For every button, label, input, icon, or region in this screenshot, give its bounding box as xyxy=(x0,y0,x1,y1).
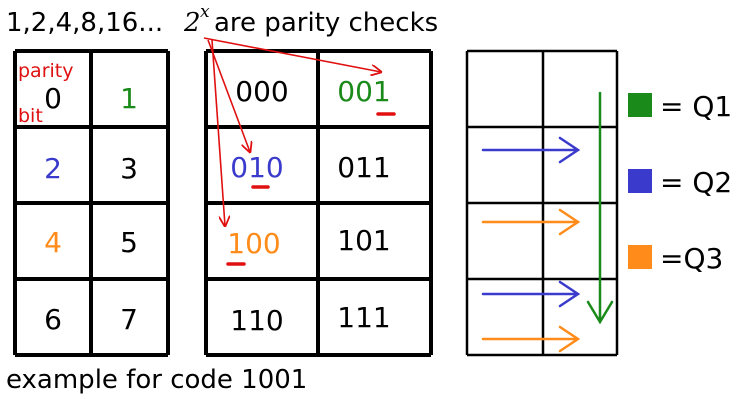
mid-cell-110: 110 xyxy=(230,304,283,337)
mid-cell-001: 001 xyxy=(337,75,390,108)
mid-cell-011: 011 xyxy=(337,151,390,184)
left-cell-1: 1 xyxy=(120,82,138,115)
mid-cell-111: 111 xyxy=(337,301,390,334)
mid-cell-101: 101 xyxy=(337,224,390,257)
q1-arrow-down xyxy=(586,91,614,325)
left-cell-3: 3 xyxy=(120,152,138,185)
pointer-arrow-to-010 xyxy=(207,39,250,152)
q2-arrows xyxy=(481,136,581,308)
middle-grid xyxy=(204,49,433,357)
left-cell-0: 0 xyxy=(44,82,62,115)
left-cell-6: 6 xyxy=(44,303,62,336)
legend-label-q1: = Q1 xyxy=(660,90,732,123)
mid-cell-100: 100 xyxy=(227,227,280,260)
parity-label-top: parity xyxy=(18,60,74,82)
q3-arrow-row-3 xyxy=(481,208,581,236)
q3-arrows xyxy=(481,208,581,353)
q3-arrow-row-4 xyxy=(481,325,581,353)
title-math-base: 2 xyxy=(183,8,201,38)
legend-label-q2: = Q2 xyxy=(660,166,732,199)
footer-caption: example for code 1001 xyxy=(6,365,307,395)
title-prefix: 1,2,4,8,16... xyxy=(6,8,163,38)
legend-label-q3: =Q3 xyxy=(660,242,723,275)
pointer-arrow-to-100 xyxy=(211,39,225,226)
left-cell-4: 4 xyxy=(44,226,62,259)
title-suffix: are parity checks xyxy=(214,8,438,38)
mid-cell-010: 010 xyxy=(230,151,283,184)
q2-arrow-row-2 xyxy=(481,136,581,164)
pointer-arrow-to-001 xyxy=(203,37,381,72)
left-cell-2: 2 xyxy=(44,152,62,185)
mid-cell-000: 000 xyxy=(235,75,288,108)
legend-swatch-q2 xyxy=(628,169,652,193)
legend-swatch-q1 xyxy=(628,93,652,117)
right-grid xyxy=(465,49,619,357)
legend-swatch-q3 xyxy=(628,245,652,269)
left-cell-5: 5 xyxy=(120,226,138,259)
q2-arrow-row-4 xyxy=(481,280,581,308)
parity-pointer-arrows xyxy=(203,37,381,226)
left-cell-7: 7 xyxy=(120,303,138,336)
title-math-exp: x xyxy=(200,2,210,22)
parity-label-bottom: bit xyxy=(18,105,43,127)
left-grid xyxy=(13,49,170,357)
